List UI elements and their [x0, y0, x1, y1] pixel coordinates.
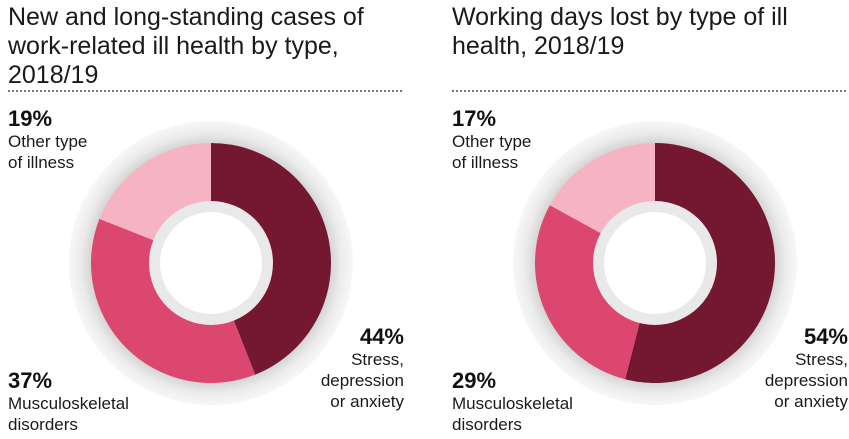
label-stress: 54% Stress, depression or anxiety [765, 324, 848, 412]
chart-days-lost-panel: Working days lost by type of ill health,… [450, 0, 849, 439]
title-divider [8, 90, 402, 92]
category-label: Stress, depression or anxiety [764, 350, 848, 411]
donut-hole [604, 212, 706, 314]
category-label: Other type of illness [452, 132, 532, 172]
label-other-illness: 19% Other type of illness [8, 106, 87, 173]
category-label: Other type of illness [8, 132, 88, 172]
label-musculoskeletal: 37% Musculoskeletal disorders [8, 368, 129, 435]
pct-label: 29% [452, 368, 497, 393]
category-label: Stress, depression or anxiety [320, 350, 404, 411]
donut-chart-cases [69, 121, 353, 405]
category-label: Musculoskeletal disorders [452, 394, 573, 434]
title-divider [452, 90, 846, 92]
chart-title: New and long-standing cases of work-rela… [8, 3, 364, 89]
label-other-illness: 17% Other type of illness [452, 106, 531, 173]
category-label: Musculoskeletal disorders [8, 394, 129, 434]
donut-chart-days-lost [513, 121, 797, 405]
donut-hole [160, 212, 262, 314]
label-stress: 44% Stress, depression or anxiety [321, 324, 404, 412]
chart-title: Working days lost by type of ill health,… [452, 3, 788, 60]
pct-label: 37% [8, 368, 53, 393]
pct-label: 17% [452, 106, 497, 131]
pct-label: 44% [359, 324, 404, 349]
pct-label: 19% [8, 106, 53, 131]
slice-musculoskeletal [535, 205, 643, 380]
pct-label: 54% [803, 324, 848, 349]
label-musculoskeletal: 29% Musculoskeletal disorders [452, 368, 573, 435]
chart-cases-panel: New and long-standing cases of work-rela… [6, 0, 416, 439]
